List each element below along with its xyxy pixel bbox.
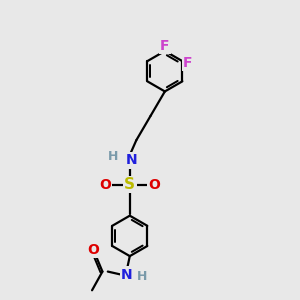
Text: O: O [88, 243, 100, 257]
Text: N: N [121, 268, 133, 281]
Text: H: H [108, 150, 118, 163]
Text: S: S [124, 177, 135, 192]
Text: F: F [183, 56, 193, 70]
Text: O: O [100, 178, 111, 192]
Text: O: O [148, 178, 160, 192]
Text: H: H [137, 269, 148, 283]
Text: F: F [160, 39, 170, 53]
Text: N: N [125, 153, 137, 167]
